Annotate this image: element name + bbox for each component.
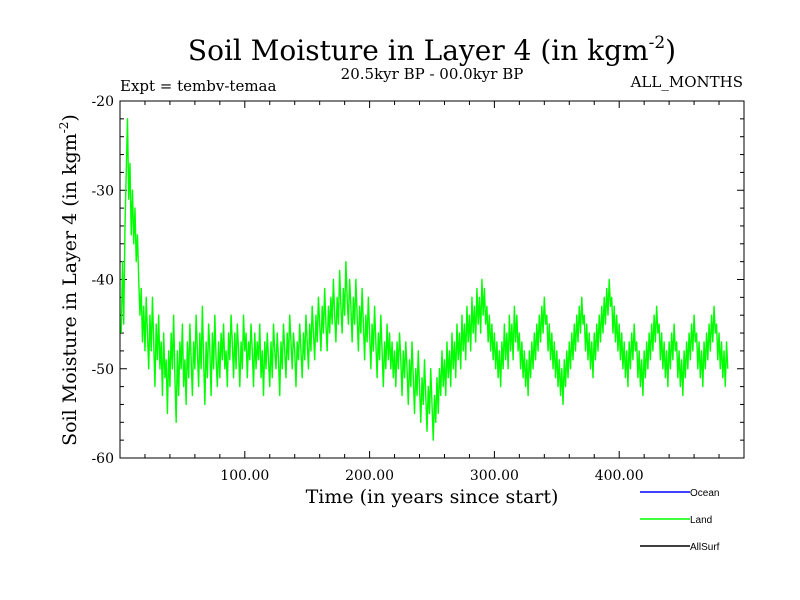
months-label: ALL_MONTHS <box>630 73 743 91</box>
subtitle: 20.5kyr BP - 00.0kyr BP <box>341 65 524 83</box>
legend-label-land: Land <box>690 515 712 526</box>
legend: Ocean Land AllSurf <box>640 488 720 553</box>
legend-label-ocean: Ocean <box>690 488 719 499</box>
y-tick-label: -40 <box>91 273 114 289</box>
y-axis-label-sup: -2 <box>57 122 71 134</box>
x-axis-label: Time (in years since start) <box>306 486 559 508</box>
legend-label-allsurf: AllSurf <box>690 542 720 553</box>
y-axis-ticks: -60 -50 -40 -30 -20 <box>91 94 744 467</box>
chart-title: Soil Moisture in Layer 4 (in kgm-2) <box>188 33 676 67</box>
x-tick-label: 400.00 <box>595 468 644 484</box>
series-layer <box>120 118 729 441</box>
chart-title-close: ) <box>665 34 676 67</box>
y-tick-label: -30 <box>91 183 114 199</box>
series-line-land <box>120 118 729 441</box>
x-tick-label: 100.00 <box>220 468 269 484</box>
y-axis-label: Soil Moisture in Layer 4 (in kgm-2) <box>57 114 81 446</box>
x-tick-label: 300.00 <box>470 468 519 484</box>
y-tick-label: -20 <box>91 94 114 110</box>
x-axis-ticks: 100.00 200.00 300.00 400.00 <box>144 101 720 484</box>
x-tick-label: 200.00 <box>345 468 394 484</box>
y-tick-label: -60 <box>91 451 114 467</box>
y-axis-label-close: ) <box>59 114 81 121</box>
y-tick-label: -50 <box>91 362 114 378</box>
chart-title-sup: -2 <box>649 33 666 53</box>
expt-label: Expt = tembv-temaa <box>120 77 276 95</box>
